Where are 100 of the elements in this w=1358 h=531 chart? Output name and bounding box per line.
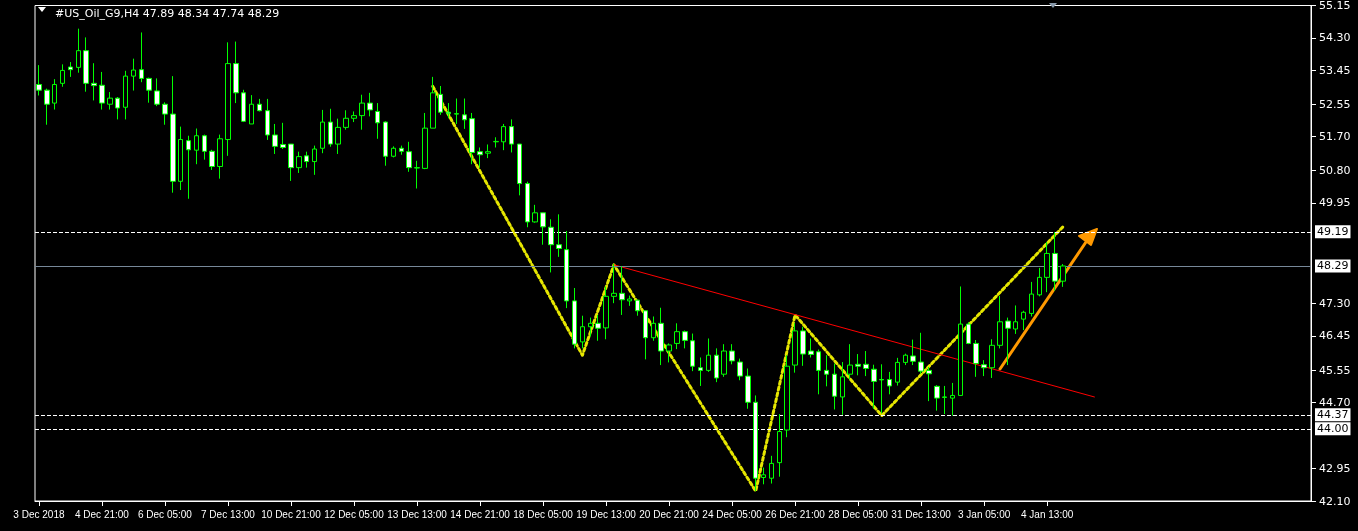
ref-line-label: 44.37 <box>1317 408 1349 422</box>
y-tick-label: 52.55 <box>1319 97 1351 111</box>
candlestick <box>296 151 302 174</box>
x-tick-label: 28 Dec 05:00 <box>828 508 889 520</box>
x-tick-label: 3 Dec 2018 <box>13 508 65 520</box>
candlestick <box>501 123 506 151</box>
y-tick-label: 42.10 <box>1319 494 1351 508</box>
candlestick <box>871 364 877 410</box>
x-tick-label: 6 Dec 05:00 <box>137 508 193 520</box>
candlestick <box>682 330 688 349</box>
x-tick-label: 26 Dec 21:00 <box>765 508 826 520</box>
x-tick-label: 24 Dec 05:00 <box>702 508 763 520</box>
candlestick <box>83 36 89 93</box>
candlestick <box>989 338 995 379</box>
candlestick <box>178 126 183 191</box>
x-tick-label: 4 Dec 21:00 <box>74 508 130 520</box>
candlestick <box>217 134 223 180</box>
candlestick <box>784 354 790 438</box>
line-series <box>431 84 1065 493</box>
candlestick <box>981 359 987 377</box>
candlestick <box>800 326 806 367</box>
chart-title: #US_Oil_G9,H4 47.89 48.34 47.74 48.29 <box>55 7 280 20</box>
candlestick <box>1044 241 1050 293</box>
candlestick <box>627 295 632 307</box>
candlestick <box>595 314 601 342</box>
candlestick <box>714 347 719 383</box>
candlestick <box>619 265 625 316</box>
candlestick <box>351 110 357 123</box>
x-tick-label: 13 Dec 13:00 <box>387 508 448 520</box>
candlestick <box>824 354 829 387</box>
candlestick <box>658 307 664 366</box>
candlestick <box>910 339 916 366</box>
candlestick <box>209 149 215 171</box>
candlestick <box>737 358 743 381</box>
candlestick <box>674 322 680 350</box>
candlestick <box>280 122 286 150</box>
candlestick <box>588 317 593 338</box>
y-tick-label: 47.30 <box>1319 297 1351 311</box>
candlestick <box>485 143 491 159</box>
candlestick <box>690 333 695 372</box>
candlestick <box>131 58 136 92</box>
candlestick <box>926 366 932 402</box>
candlestick <box>99 71 105 111</box>
y-tick-label: 55.15 <box>1319 0 1351 12</box>
candlestick <box>966 321 971 345</box>
candlestick <box>477 147 483 169</box>
candlestick <box>934 384 940 412</box>
x-tick-label: 19 Dec 13:00 <box>576 508 637 520</box>
candlestick <box>895 357 900 387</box>
candlestick <box>186 135 191 200</box>
candlestick <box>320 109 325 154</box>
candlestick <box>745 367 751 410</box>
candlestick <box>438 85 443 116</box>
candlestick <box>272 123 278 155</box>
candlestick <box>808 337 814 358</box>
candlestick <box>635 299 640 317</box>
x-tick-label: 18 Dec 05:00 <box>513 508 574 520</box>
candlestick <box>107 91 113 111</box>
x-tick-label: 3 Jan 05:00 <box>957 508 1011 520</box>
candlestick <box>643 310 648 360</box>
candlestick <box>454 98 459 125</box>
y-tick-label: 53.45 <box>1319 63 1351 77</box>
candlestick <box>383 120 388 167</box>
candlestick <box>265 98 270 141</box>
candlestick <box>918 332 924 375</box>
candlestick <box>422 112 428 170</box>
candlestick <box>721 343 727 378</box>
candlestick <box>335 118 341 155</box>
candlestick <box>154 77 160 107</box>
candlestick <box>367 92 373 117</box>
y-tick-label: 44.70 <box>1319 395 1351 409</box>
candlestick <box>997 295 1003 349</box>
candlestick <box>202 134 207 161</box>
candlestick <box>406 141 412 173</box>
candlestick <box>462 98 467 130</box>
x-tick-label: 31 Dec 13:00 <box>891 508 952 520</box>
candlestick <box>60 63 65 88</box>
candlestick <box>430 76 436 129</box>
candlestick <box>399 145 404 156</box>
candlestick <box>1029 281 1034 317</box>
candlestick <box>123 70 128 120</box>
x-tick-label: 12 Dec 05:00 <box>324 508 385 520</box>
candlestick <box>887 371 892 395</box>
candlestick <box>44 88 50 126</box>
candlestick <box>233 41 239 104</box>
candlestick <box>375 102 380 140</box>
candlestick <box>359 94 365 131</box>
candlestick <box>517 143 522 196</box>
candlestick <box>572 287 577 349</box>
candlestick <box>312 145 317 176</box>
candlestick <box>903 353 908 366</box>
candlestick <box>170 75 176 194</box>
candlestick <box>1060 263 1066 288</box>
candlestick <box>194 128 199 165</box>
y-tick-label: 46.45 <box>1319 329 1351 343</box>
candlestick <box>950 382 955 417</box>
candlestick <box>525 181 530 228</box>
candlestick <box>225 41 231 157</box>
candlestick <box>76 28 81 74</box>
candlestick <box>249 94 254 125</box>
